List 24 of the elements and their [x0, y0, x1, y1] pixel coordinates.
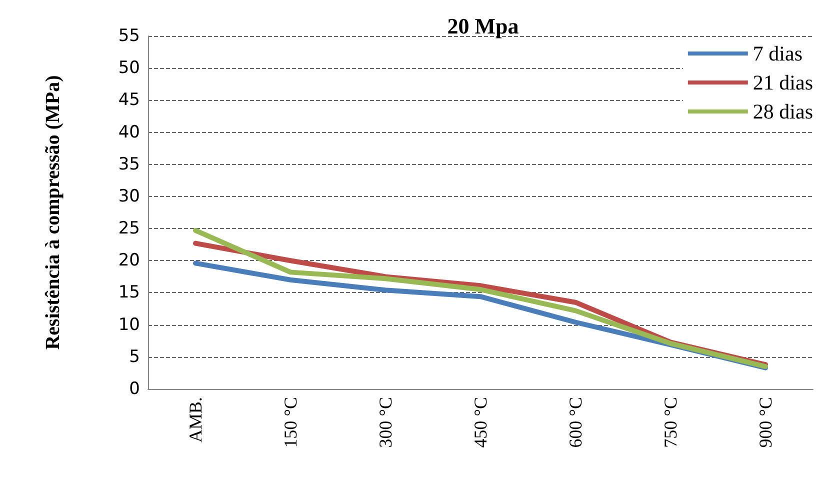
legend-label: 28 dias — [752, 100, 813, 124]
x-tick-label: 600 °C — [566, 397, 586, 448]
x-tick-label: 300 °C — [376, 397, 396, 448]
y-tick-label: 55 — [118, 26, 140, 46]
chart-title: 20 Mpa — [447, 14, 519, 38]
y-tick-label: 35 — [118, 154, 140, 174]
y-tick-label: 30 — [118, 186, 140, 206]
y-tick-label: 20 — [118, 250, 140, 271]
legend-label: 21 dias — [752, 70, 813, 94]
y-axis-title: Resistência à compressão (MPa) — [42, 75, 64, 350]
x-tick-label: 750 °C — [660, 397, 680, 448]
y-tick-label: 45 — [118, 90, 140, 110]
y-tick-label: 25 — [118, 218, 140, 239]
legend-label: 7 dias — [752, 42, 802, 66]
x-tick-label: 150 °C — [280, 397, 300, 448]
x-tick-label: 900 °C — [756, 397, 776, 448]
x-tick-label: AMB. — [186, 397, 206, 443]
y-tick-label: 5 — [129, 346, 140, 367]
y-tick-label: 0 — [129, 379, 140, 399]
y-tick-label: 40 — [118, 122, 140, 142]
y-tick-label: 10 — [118, 314, 140, 335]
y-tick-label: 50 — [118, 58, 140, 78]
y-tick-label: 15 — [118, 282, 140, 303]
x-tick-label: 450 °C — [470, 397, 490, 448]
